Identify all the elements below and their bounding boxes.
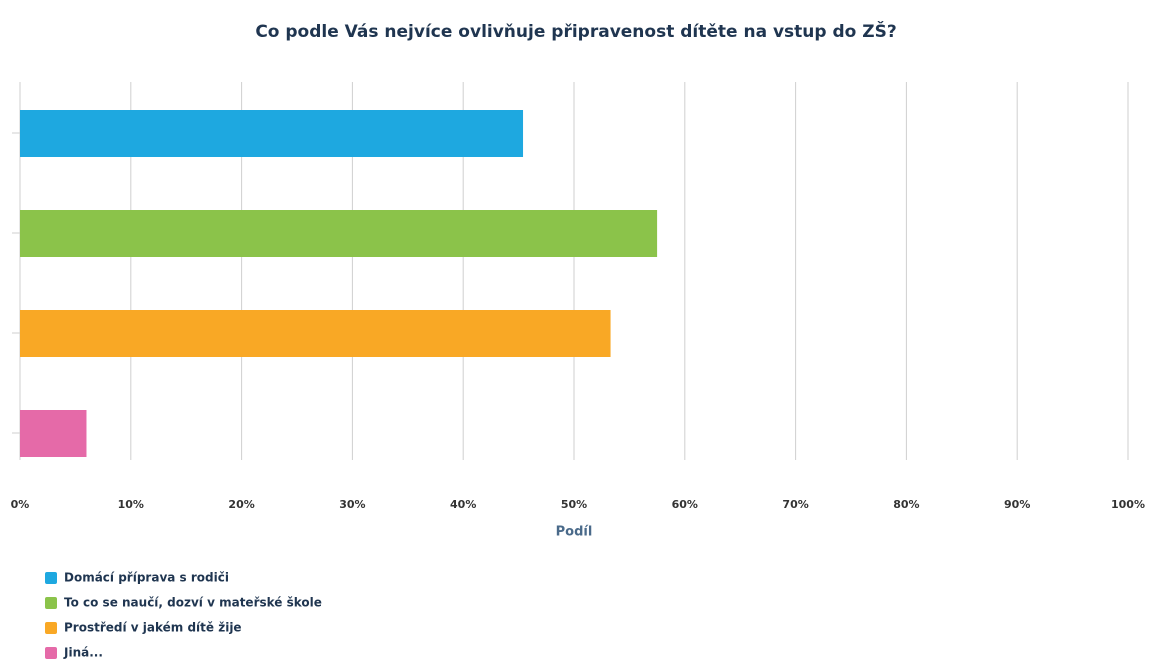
x-tick-label: 60% xyxy=(672,498,698,511)
legend-swatch xyxy=(45,647,57,659)
bar xyxy=(20,310,611,357)
x-tick-label: 30% xyxy=(339,498,365,511)
bar xyxy=(20,410,87,457)
legend-label: Prostředí v jakém dítě žije xyxy=(64,621,242,635)
bar xyxy=(20,110,524,157)
x-tick-label: 100% xyxy=(1111,498,1145,511)
legend-swatch xyxy=(45,572,57,584)
x-tick-label: 50% xyxy=(561,498,587,511)
x-tick-label: 0% xyxy=(11,498,30,511)
legend-swatch xyxy=(45,622,57,634)
x-tick-label: 40% xyxy=(450,498,476,511)
x-tick-label: 90% xyxy=(1004,498,1030,511)
legend-label: Domácí příprava s rodiči xyxy=(64,571,229,585)
x-tick-label: 10% xyxy=(118,498,144,511)
chart-title: Co podle Vás nejvíce ovlivňuje připraven… xyxy=(255,20,896,42)
legend-swatch xyxy=(45,597,57,609)
legend-label: To co se naučí, dozví v mateřské škole xyxy=(64,596,322,610)
legend-label: Jiná... xyxy=(63,646,103,660)
x-tick-label: 70% xyxy=(782,498,808,511)
x-axis-title: Podíl xyxy=(556,525,593,540)
x-tick-label: 20% xyxy=(228,498,254,511)
x-tick-label: 80% xyxy=(893,498,919,511)
bar xyxy=(20,210,658,257)
